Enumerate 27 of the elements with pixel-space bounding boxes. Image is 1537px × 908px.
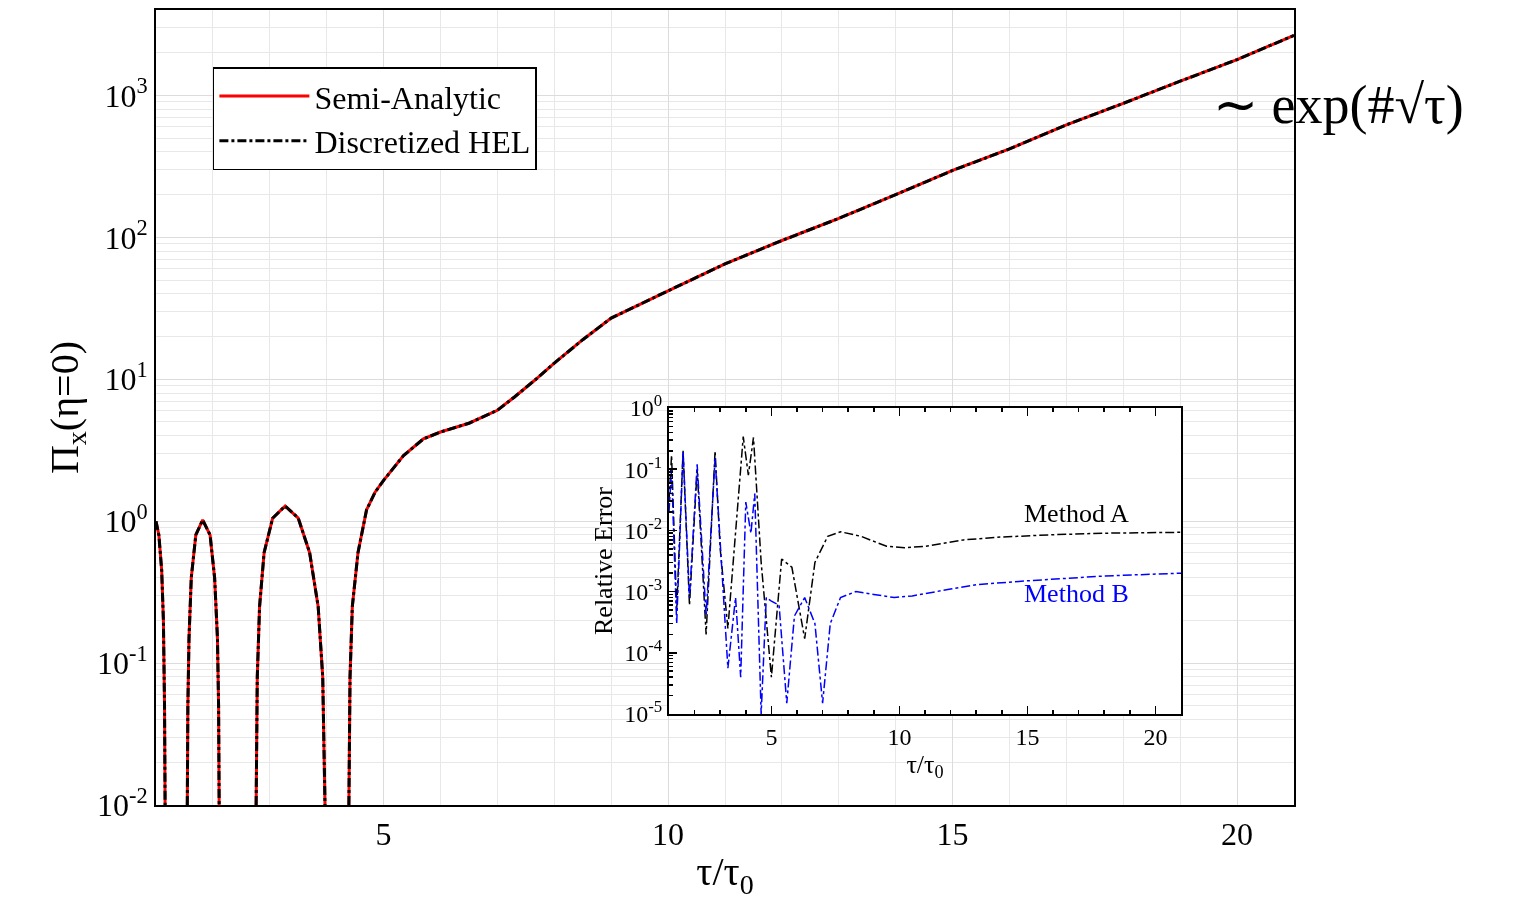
y-tick-label: 10$^{-1}$ — [624, 452, 663, 483]
y-tick-label: 10$^{-2}$ — [624, 513, 663, 544]
x-tick-label: 15 — [1015, 723, 1040, 750]
legend-label: Discretized HEL — [314, 124, 531, 161]
y-axis-title: Relative Error — [589, 486, 619, 635]
x-axis-title: τ/τ$_{0}$ — [906, 749, 944, 783]
y-tick-label: 10$^{0}$ — [104, 498, 148, 540]
x-axis-title: τ/τ$_{0}$ — [696, 849, 754, 900]
y-tick-label: 10$^{3}$ — [104, 73, 148, 114]
legend-label: Semi-Analytic — [314, 79, 502, 116]
y-tick-label: 10$^{0}$ — [629, 391, 663, 422]
x-tick-label: 10 — [887, 723, 912, 750]
y-tick-label: 10$^{-1}$ — [96, 640, 148, 682]
y-tick-label: 10$^{-4}$ — [624, 636, 663, 667]
series-label: Method A — [1024, 499, 1129, 528]
x-tick-label: 20 — [1143, 723, 1168, 750]
x-tick-label: 10 — [652, 816, 685, 853]
x-tick-label: 5 — [765, 723, 778, 750]
y-tick-label: 10$^{-5}$ — [624, 697, 663, 728]
x-tick-label: 15 — [936, 816, 969, 853]
y-tick-label: 10$^{-2}$ — [96, 782, 148, 824]
x-tick-label: 5 — [375, 816, 392, 853]
x-tick-label: 20 — [1221, 816, 1254, 853]
y-tick-label: 10$^{-3}$ — [624, 574, 663, 605]
y-tick-label: 10$^{2}$ — [104, 215, 148, 256]
y-tick-label: 10$^{1}$ — [104, 357, 148, 398]
series-label: Method B — [1024, 579, 1129, 608]
